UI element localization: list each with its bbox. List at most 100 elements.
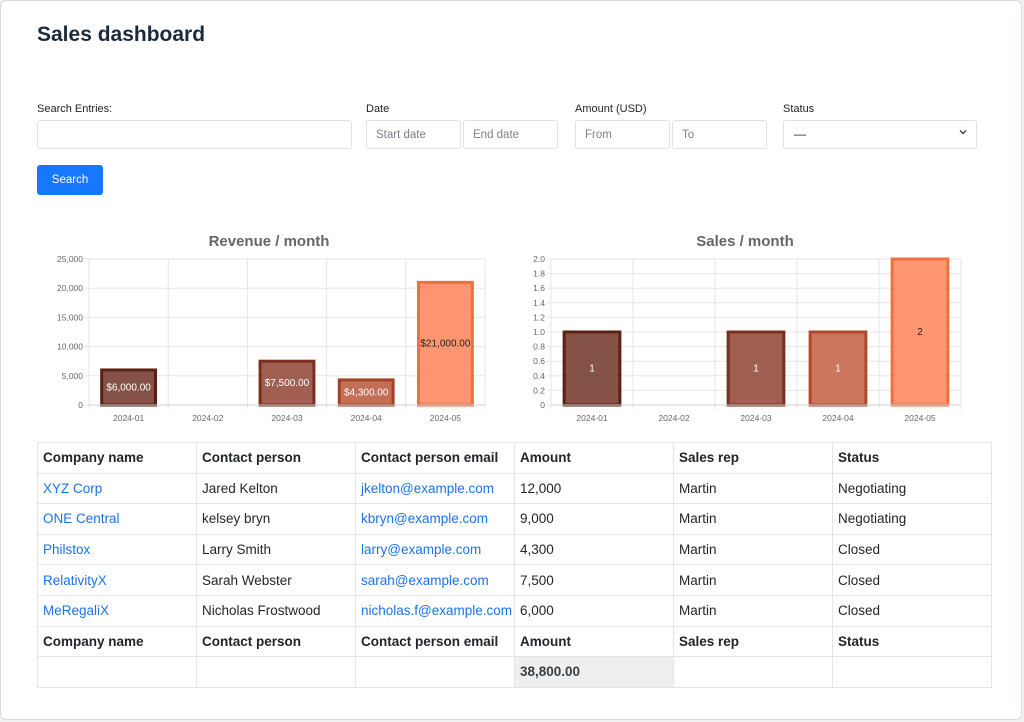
email-link[interactable]: sarah@example.com — [361, 572, 489, 588]
email-cell: kbryn@example.com — [355, 503, 515, 535]
header-status[interactable]: Status — [832, 442, 992, 474]
status-select[interactable]: — — [783, 120, 977, 149]
status-selected-value: — — [794, 127, 806, 141]
header-sales-rep[interactable]: Sales rep — [673, 442, 833, 474]
amount-cell: 7,500 — [514, 564, 674, 596]
bar-data-label: $6,000.00 — [106, 382, 151, 393]
company-link[interactable]: MeRegaliX — [43, 603, 110, 619]
revenue-chart-svg: Revenue / month 0 5,000 10,000 15,000 20,000 2… — [57, 233, 486, 423]
search-label: Search Entries: — [37, 103, 113, 115]
amount-cell: 6,000 — [514, 594, 674, 627]
y-tick-label: 1.4 — [533, 298, 545, 308]
table-header-row: Company name Contact person Contact pers… — [37, 442, 992, 474]
y-tick-label: 0.8 — [533, 342, 545, 352]
table-row: XYZ Corp Jared Kelton jkelton@example.co… — [37, 472, 992, 505]
y-tick-label: 0 — [78, 400, 83, 410]
table-row: RelativityX Sarah Webster sarah@example.… — [37, 564, 992, 596]
header-amount[interactable]: Amount — [514, 442, 674, 474]
x-tick-label: 2024-04 — [822, 413, 853, 423]
sales-chart-svg: Sales / month 0 0.2 0.4 0.6 0.8 1.0 1.2 1.4 1.6 1.… — [533, 233, 962, 423]
y-tick-label: 0.4 — [533, 371, 545, 381]
status-cell: Closed — [832, 594, 992, 627]
status-cell: Negotiating — [832, 503, 992, 535]
company-link[interactable]: ONE Central — [43, 511, 120, 527]
bar-data-label: 1 — [589, 364, 595, 375]
x-tick-label: 2024-05 — [904, 413, 935, 423]
y-tick-label: 2.0 — [533, 254, 545, 264]
contact-cell: Sarah Webster — [196, 564, 356, 596]
totals-row: 38,800.00 — [37, 656, 992, 688]
search-button[interactable]: Search — [37, 165, 103, 195]
sales-table: Company name Contact person Contact pers… — [37, 442, 992, 688]
footer-amount: Amount — [514, 625, 674, 658]
y-tick-label: 1.2 — [533, 312, 545, 322]
company-cell: XYZ Corp — [37, 472, 197, 505]
bar — [416, 280, 474, 407]
amount-from-input[interactable] — [575, 120, 670, 149]
y-tick-label: 5,000 — [62, 371, 84, 381]
header-email[interactable]: Contact person email — [355, 442, 515, 474]
company-link[interactable]: RelativityX — [43, 572, 107, 588]
company-link[interactable]: Philstox — [43, 542, 91, 558]
email-link[interactable]: jkelton@example.com — [361, 480, 495, 496]
company-cell: RelativityX — [37, 564, 197, 596]
email-cell: nicholas.f@example.com — [355, 594, 515, 627]
start-date-input[interactable] — [366, 120, 461, 149]
status-cell: Closed — [832, 564, 992, 596]
x-tick-label: 2024-03 — [271, 413, 302, 423]
revenue-chart: Revenue / month 0 5,000 10,000 15,000 20,000 2… — [37, 229, 507, 429]
footer-contact: Contact person — [196, 625, 356, 658]
bar-data-label: 2 — [917, 327, 923, 338]
sales-rep-cell: Martin — [673, 533, 833, 566]
sales-rep-cell: Martin — [673, 472, 833, 505]
table-row: MeRegaliX Nicholas Frostwood nicholas.f@… — [37, 594, 992, 627]
bar-data-label: $7,500.00 — [265, 378, 310, 389]
bar-data-label: $21,000.00 — [420, 339, 470, 350]
y-tick-label: 0.6 — [533, 356, 545, 366]
company-cell: MeRegaliX — [37, 594, 197, 627]
sales-rep-cell: Martin — [673, 594, 833, 627]
email-cell: sarah@example.com — [355, 564, 515, 596]
chart-title: Sales / month — [696, 233, 794, 250]
y-tick-label: 10,000 — [57, 342, 83, 352]
y-tick-label: 0 — [540, 400, 545, 410]
email-link[interactable]: nicholas.f@example.com — [361, 603, 513, 619]
status-cell: Negotiating — [832, 472, 992, 505]
amount-cell: 4,300 — [514, 533, 674, 566]
chevron-down-icon — [958, 126, 968, 140]
empty-cell — [832, 656, 992, 688]
bar-data-label: 1 — [753, 364, 759, 375]
y-tick-label: 0.2 — [533, 385, 545, 395]
x-tick-label: 2024-05 — [430, 413, 461, 423]
header-company[interactable]: Company name — [37, 442, 197, 474]
date-label: Date — [366, 103, 390, 115]
contact-cell: Larry Smith — [196, 533, 356, 566]
chart-title: Revenue / month — [209, 233, 330, 250]
search-input[interactable] — [37, 120, 352, 149]
status-cell: Closed — [832, 533, 992, 566]
table-footer-row: Company name Contact person Contact pers… — [37, 625, 992, 658]
end-date-input[interactable] — [463, 120, 558, 149]
x-tick-label: 2024-01 — [113, 413, 144, 423]
empty-cell — [37, 656, 197, 688]
email-link[interactable]: kbryn@example.com — [361, 511, 488, 527]
x-tick-label: 2024-04 — [351, 413, 382, 423]
empty-cell — [355, 656, 515, 688]
amount-total: 38,800.00 — [514, 656, 674, 688]
empty-cell — [196, 656, 356, 688]
y-tick-label: 20,000 — [57, 283, 83, 293]
x-tick-label: 2024-02 — [192, 413, 223, 423]
amount-to-input[interactable] — [672, 120, 767, 149]
email-cell: jkelton@example.com — [355, 472, 515, 505]
footer-sales-rep: Sales rep — [673, 625, 833, 658]
company-cell: Philstox — [37, 533, 197, 566]
amount-cell: 9,000 — [514, 503, 674, 535]
contact-cell: Nicholas Frostwood — [196, 594, 356, 627]
x-tick-label: 2024-01 — [576, 413, 607, 423]
footer-email: Contact person email — [355, 625, 515, 658]
amount-cell: 12,000 — [514, 472, 674, 505]
header-contact[interactable]: Contact person — [196, 442, 356, 474]
company-link[interactable]: XYZ Corp — [43, 480, 103, 496]
email-link[interactable]: larry@example.com — [361, 542, 482, 558]
